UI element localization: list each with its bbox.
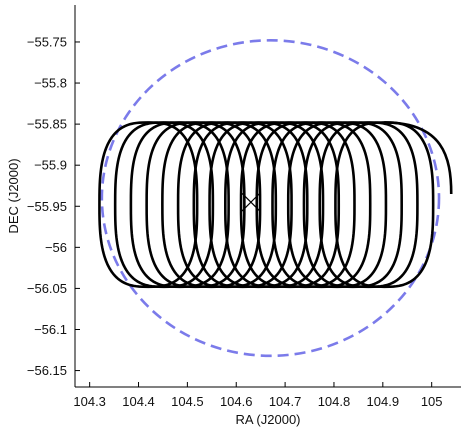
x-tick-label: 104.3 [73,394,106,409]
ticks-layer: 104.3 104.4 104.5 104.6 104.7 104.8 104.9 105 −5… [27,34,443,409]
x-axis-title: RA (J2000) [235,412,300,427]
y-tick-label: −56.1 [34,322,67,337]
y-tick-label: −56 [45,240,67,255]
x-tick-label: 104.4 [122,394,155,409]
y-tick-label: −55.8 [34,76,67,91]
y-tick-label: −56.15 [27,363,67,378]
y-tick-label: −56.05 [27,281,67,296]
y-axis-title: DEC (J2000) [6,158,21,233]
axes-frame [74,5,461,388]
x-tick-label: 104.7 [269,394,302,409]
field-circle [100,39,441,358]
x-tick-label: 104.6 [220,394,253,409]
scan-loop [334,121,435,289]
center-marker [241,192,261,212]
data-layer [98,39,453,358]
x-tick-label: 104.9 [367,394,400,409]
y-tick-label: −55.95 [27,199,67,214]
y-tick-label: −55.85 [27,117,67,132]
x-tick-label: 105 [421,394,443,409]
x-tick-label: 104.8 [318,394,351,409]
y-tick-label: −55.9 [34,158,67,173]
x-tick-label: 104.5 [171,394,204,409]
scan-tail [384,121,453,194]
y-tick-label: −55.75 [27,34,67,49]
